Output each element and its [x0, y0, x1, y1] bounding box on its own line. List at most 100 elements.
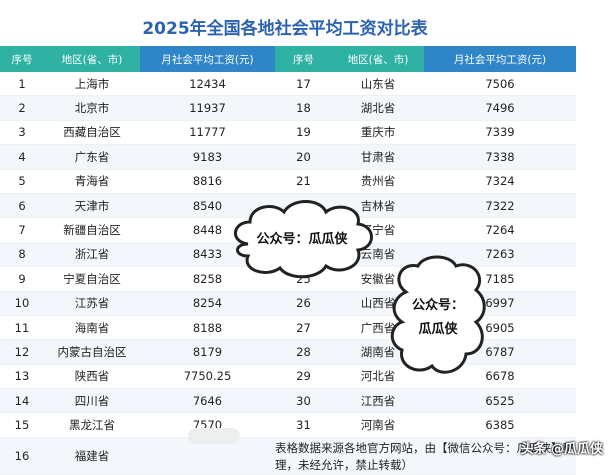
row-region: 海南省 [44, 315, 140, 341]
row-region: 福建省 [44, 437, 140, 475]
row-num: 17 [275, 72, 332, 97]
row-wage: 7646 [140, 388, 275, 414]
row-num: 7 [0, 217, 44, 243]
row-wage: 7322 [424, 193, 576, 219]
row-region: 陕西省 [44, 364, 140, 390]
row-num: 27 [275, 315, 332, 341]
row-region: 青海省 [44, 169, 140, 194]
row-region: 黑龙江省 [44, 412, 140, 438]
row-num: 13 [0, 364, 44, 390]
row-region: 贵州省 [332, 169, 424, 194]
cloud-2-line2: 瓜瓜侠 [418, 322, 458, 337]
row-num: 19 [275, 120, 332, 146]
redaction-mark [188, 428, 240, 444]
row-num: 15 [0, 412, 44, 438]
row-num: 10 [0, 291, 44, 316]
table-row: 12 内蒙古自治区 8179 28 湖南省 6787 [0, 339, 576, 365]
row-num: 11 [0, 315, 44, 341]
row-region: 湖北省 [332, 95, 424, 121]
row-region: 江苏省 [44, 291, 140, 316]
row-wage: 7496 [424, 95, 576, 121]
row-num: 18 [275, 95, 332, 121]
table-row: 3 西藏自治区 11777 19 重庆市 7339 [0, 120, 576, 146]
row-num: 8 [0, 242, 44, 268]
table-row: 5 青海省 8816 21 贵州省 7324 [0, 169, 576, 194]
header-wage-1: 月社会平均工资(元) [140, 46, 275, 72]
row-num: 9 [0, 266, 44, 292]
row-region: 内蒙古自治区 [44, 339, 140, 365]
cloud-2-line1: 公众号： [411, 298, 464, 313]
row-num: 6 [0, 193, 44, 219]
table-row: 14 四川省 7646 30 江西省 6525 [0, 388, 576, 414]
row-region: 浙江省 [44, 242, 140, 268]
header-region-2: 地区(省、市) [332, 46, 424, 72]
row-wage: 6525 [424, 388, 576, 414]
row-wage: 8188 [140, 315, 275, 341]
row-wage: 7506 [424, 72, 576, 97]
row-num: 16 [0, 437, 44, 475]
row-wage: 8179 [140, 339, 275, 365]
row-wage: 7339 [424, 120, 576, 146]
source-note-line1: 表格数据来源各地官方网站，由【微信公众号：瓜瓜侠】整 [275, 440, 574, 455]
row-num: 21 [275, 169, 332, 194]
row-region: 上海市 [44, 72, 140, 97]
row-num: 12 [0, 339, 44, 365]
row-wage: 6678 [424, 364, 576, 390]
row-num: 29 [275, 364, 332, 390]
cloud-shape-1 [234, 200, 373, 279]
source-note-line2: 理，未经允许，禁止转载） [275, 457, 413, 472]
table-row-last: 16 福建省 表格数据来源各地官方网站，由【微信公众号：瓜瓜侠】整 理，未经允许… [0, 437, 576, 475]
table-row: 10 江苏省 8254 26 山西省 6997 [0, 291, 576, 316]
row-wage: 11937 [140, 95, 275, 121]
table-row: 4 广东省 9183 20 甘肃省 7338 [0, 144, 576, 170]
row-num: 2 [0, 95, 44, 121]
row-wage: 8254 [140, 291, 275, 316]
row-num: 30 [275, 388, 332, 414]
row-wage: 7750.25 [140, 364, 275, 390]
row-num: 26 [275, 291, 332, 316]
row-num: 20 [275, 144, 332, 170]
row-region: 四川省 [44, 388, 140, 414]
row-num: 31 [275, 412, 332, 438]
row-wage: 6385 [424, 412, 576, 438]
row-wage: 12434 [140, 72, 275, 97]
row-region: 北京市 [44, 95, 140, 121]
row-region: 山东省 [332, 72, 424, 97]
table-row: 11 海南省 8188 27 广西省 6905 [0, 315, 576, 341]
row-region: 江西省 [332, 388, 424, 414]
table-row: 2 北京市 11937 18 湖北省 7496 [0, 95, 576, 121]
table-row: 1 上海市 12434 17 山东省 7506 [0, 72, 576, 97]
table-row: 9 宁夏自治区 8258 25 安徽省 7185 [0, 266, 576, 292]
row-num: 5 [0, 169, 44, 194]
row-num: 3 [0, 120, 44, 146]
row-wage: 7324 [424, 169, 576, 194]
cloud-1-text: 公众号：瓜瓜侠 [256, 232, 348, 247]
row-region: 广东省 [44, 144, 140, 170]
row-region: 河南省 [332, 412, 424, 438]
table-row: 13 陕西省 7750.25 29 河北省 6678 [0, 364, 576, 390]
row-wage: 8816 [140, 169, 275, 194]
table-header-row: 序号 地区(省、市) 月社会平均工资(元) 序号 地区(省、市) 月社会平均工资… [0, 46, 576, 72]
row-region: 西藏自治区 [44, 120, 140, 146]
watermark-cloud-2: 公众号： 瓜瓜侠 [388, 252, 488, 380]
table-row: 6天津市854022吉林省7322 [0, 193, 576, 219]
header-num-1: 序号 [0, 46, 44, 72]
watermark-cloud-1: 公众号：瓜瓜侠 [226, 196, 378, 280]
row-num: 4 [0, 144, 44, 170]
row-num: 28 [275, 339, 332, 365]
header-wage-2: 月社会平均工资(元) [424, 46, 576, 72]
row-num: 14 [0, 388, 44, 414]
header-num-2: 序号 [275, 46, 332, 72]
row-wage: 7264 [424, 217, 576, 243]
row-num: 1 [0, 72, 44, 97]
author-watermark: 头条 @瓜瓜侠 [520, 442, 603, 457]
row-region: 重庆市 [332, 120, 424, 146]
row-wage: 9183 [140, 144, 275, 170]
row-wage: 11777 [140, 120, 275, 146]
row-region: 新疆自治区 [44, 217, 140, 243]
table-row: 15 黑龙江省 7570 31 河南省 6385 [0, 412, 576, 438]
cloud-shape-2 [390, 255, 486, 374]
header-region-1: 地区(省、市) [44, 46, 140, 72]
row-region: 宁夏自治区 [44, 266, 140, 292]
page-title: 2025年全国各地社会平均工资对比表 [142, 19, 428, 39]
